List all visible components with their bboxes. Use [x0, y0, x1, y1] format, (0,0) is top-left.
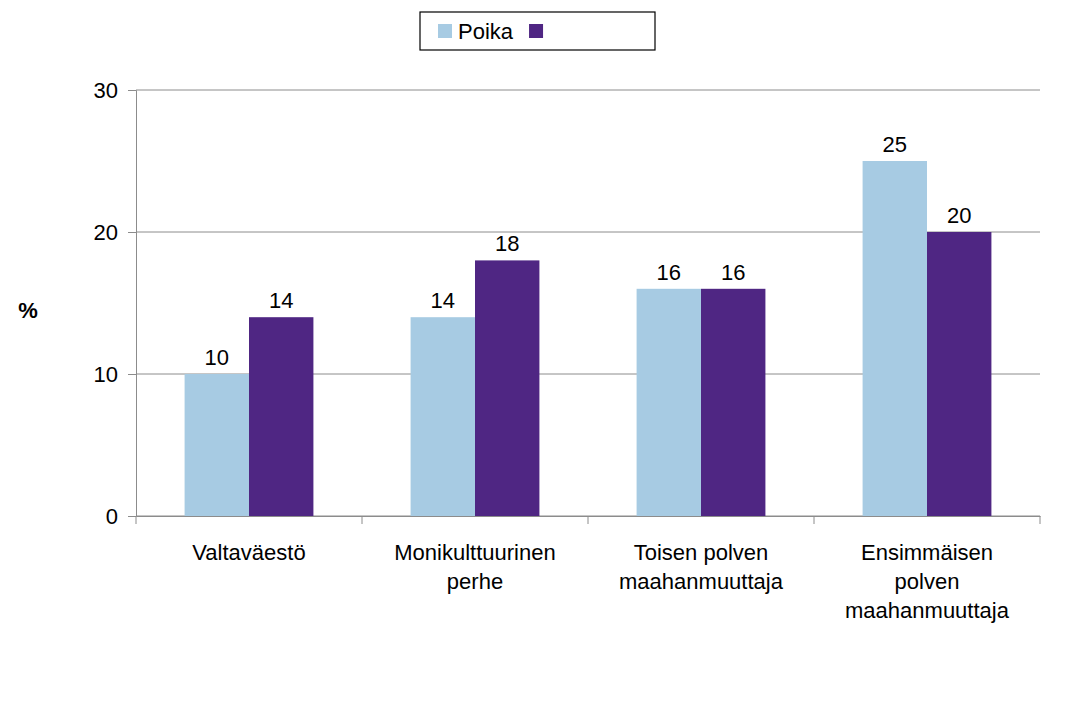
y-axis: 0 10 20 30 — [94, 78, 137, 529]
grid — [136, 90, 1040, 516]
legend: Poika — [420, 12, 655, 50]
x-tick-label-line: Monikulttuurinen — [394, 540, 555, 565]
data-label: 25 — [883, 132, 907, 157]
data-label: 14 — [269, 288, 293, 313]
x-tick-label-line: polven — [895, 569, 960, 594]
y-tick-label: 30 — [94, 78, 118, 103]
bar — [863, 161, 927, 516]
y-tick-label: 20 — [94, 220, 118, 245]
legend-swatch — [529, 24, 543, 38]
bar — [637, 289, 701, 516]
y-tick-mark — [128, 90, 136, 91]
grid-line — [136, 90, 1040, 91]
y-tick-label: 0 — [106, 504, 118, 529]
x-tick-label-line: Ensimmäisen — [861, 540, 993, 565]
x-boundary-tick — [814, 516, 815, 524]
y-tick: 20 — [94, 220, 136, 245]
y-tick-label: 10 — [94, 362, 118, 387]
y-axis-title: % — [18, 298, 38, 323]
legend-label: Poika — [458, 19, 514, 44]
x-boundary-tick — [362, 516, 363, 524]
data-label: 10 — [205, 345, 229, 370]
data-label: 16 — [721, 260, 745, 285]
bar — [475, 260, 539, 516]
data-label: 14 — [431, 288, 455, 313]
legend-box — [420, 12, 655, 50]
y-tick-mark — [128, 374, 136, 375]
x-tick-label: Toisen polven maahanmuuttaja — [619, 540, 784, 594]
x-tick-label-line: maahanmuuttaja — [845, 598, 1010, 623]
x-boundary-tick — [588, 516, 589, 524]
x-tick-label-line: perhe — [447, 569, 503, 594]
x-tick-label: Ensimmäisen polven maahanmuuttaja — [845, 540, 1010, 623]
chart: 0 10 20 30 Valtaväestö Monikulttuurinen perhe T… — [0, 0, 1074, 702]
x-boundary-tick — [1040, 516, 1041, 524]
data-label: 16 — [657, 260, 681, 285]
x-tick-label-line: Toisen polven — [634, 540, 769, 565]
y-tick: 10 — [94, 362, 136, 387]
x-boundary-tick — [136, 516, 137, 524]
data-label: 18 — [495, 231, 519, 256]
bar — [249, 317, 313, 516]
y-axis-line — [128, 91, 137, 517]
bar — [927, 232, 991, 516]
y-tick: 30 — [94, 78, 136, 103]
x-tick-label: Monikulttuurinen perhe — [394, 540, 555, 594]
data-label: 20 — [947, 203, 971, 228]
y-tick-mark — [128, 232, 136, 233]
bars — [185, 161, 992, 516]
legend-swatch — [438, 24, 452, 38]
x-tick-label-line: maahanmuuttaja — [619, 569, 784, 594]
x-tick-label: Valtaväestö — [192, 540, 305, 565]
y-tick-mark — [128, 516, 136, 517]
x-tick-label-line: Valtaväestö — [192, 540, 305, 565]
y-tick: 0 — [106, 504, 136, 529]
bar — [411, 317, 475, 516]
bar — [185, 374, 249, 516]
bar — [701, 289, 765, 516]
